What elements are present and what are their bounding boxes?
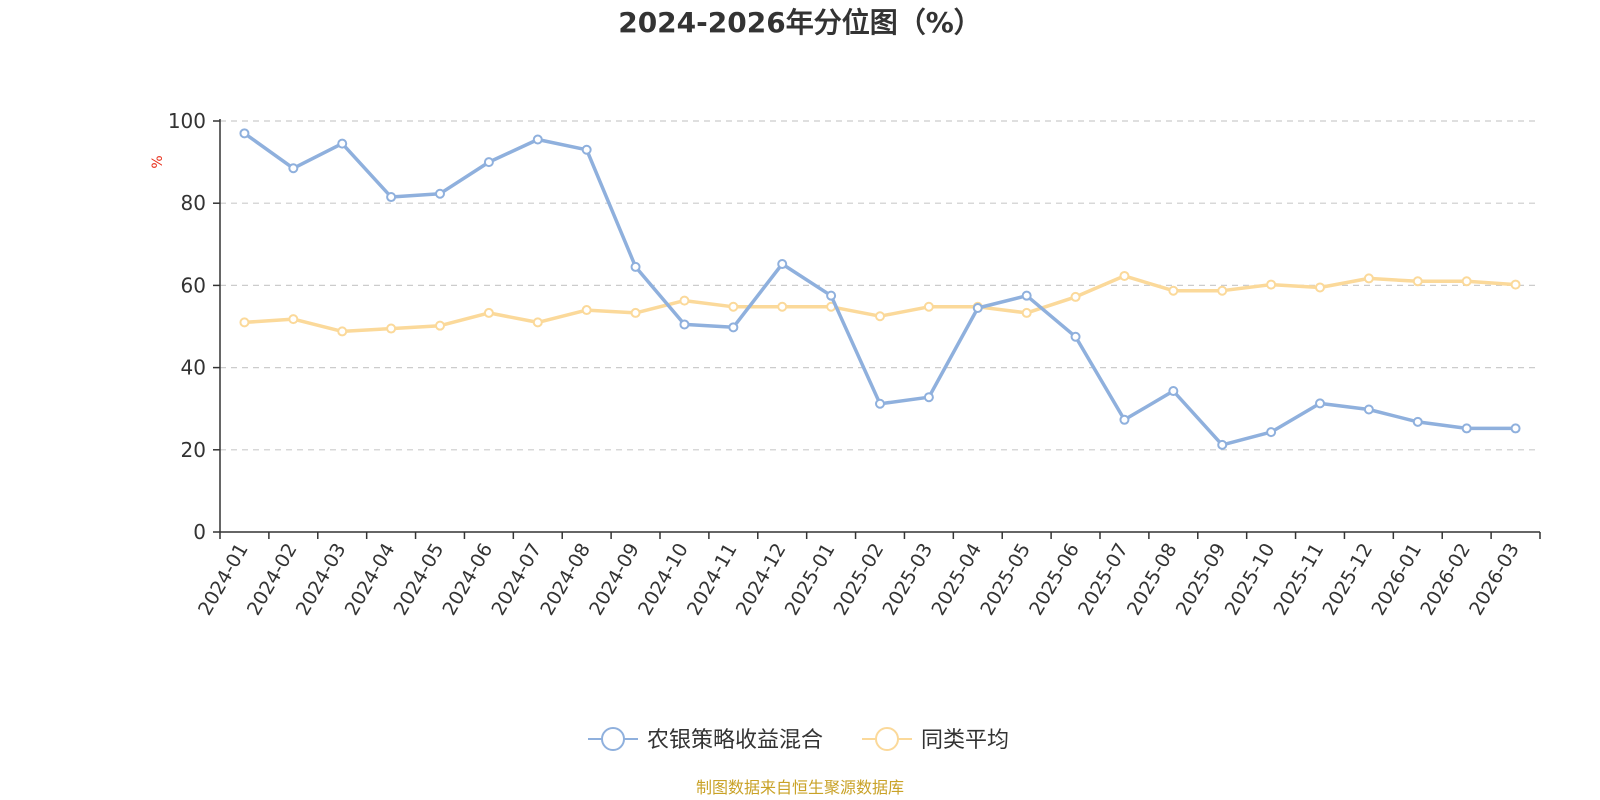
y-tick-label-80: 80 [181,191,206,215]
series-2-point-2025-02 [875,311,885,322]
series-line-2 [242,274,1518,334]
series-1-point-2024-02 [288,163,299,174]
series-1-point-2024-11 [728,322,739,333]
series-1-point-2024-03 [337,138,348,149]
series-1-point-2025-05 [1021,290,1032,301]
data-source-note: 制图数据来自恒生聚源数据库 [696,778,904,797]
series-2-point-2025-12 [1363,273,1374,284]
y-tick-label-20: 20 [181,438,206,462]
series-2-point-2024-05 [435,320,445,331]
series-2-point-2024-08 [581,305,592,316]
legend[interactable]: 农银策略收益混合 同类平均 [588,727,1009,753]
series-1-point-2024-08 [581,144,592,155]
series-2-point-2026-02 [1461,276,1472,287]
legend-label-2: 同类平均 [921,728,1009,753]
series-2-point-2025-09 [1217,285,1228,296]
series-2-point-2025-10 [1266,279,1277,290]
series-1-point-2024-06 [483,157,494,168]
series-2-point-2024-10 [679,295,690,306]
series-1-point-2026-02 [1461,423,1472,434]
y-tick-label-100: 100 [168,109,206,133]
chart-title: 2024-2026年分位图（%） [618,6,982,39]
series-lines [239,128,1521,450]
grid-lines [220,120,1540,451]
series-1-point-2025-01 [826,290,837,301]
series-2-point-2025-05 [1021,307,1032,318]
series-1-point-2026-03 [1510,423,1521,434]
series-2-point-2024-09 [630,307,641,318]
series-1-point-2025-06 [1070,331,1081,342]
series-1-point-2024-04 [386,192,397,203]
series-1-point-2024-01 [239,128,250,139]
series-1-point-2025-04 [972,303,983,314]
series-1-point-2025-11 [1315,398,1325,409]
series-1-point-2024-05 [435,188,445,199]
series-2-point-2024-12 [777,301,788,312]
series-1-point-2024-07 [532,134,543,145]
series-1-point-2024-10 [679,319,690,330]
series-2-point-2025-07 [1119,270,1130,281]
series-1-point-2025-09 [1217,439,1228,450]
series-2-point-2026-01 [1412,276,1423,287]
series-1-point-2025-10 [1266,427,1277,438]
series-2-point-2024-11 [728,301,739,312]
series-1-point-2025-07 [1119,414,1130,425]
legend-marker-icon [875,727,899,751]
y-tick-label-0: 0 [193,520,206,544]
series-1-point-2024-09 [630,261,641,272]
series-2-point-2024-02 [288,314,299,325]
series-2-point-2025-03 [923,301,934,312]
series-2-point-2026-03 [1510,279,1521,290]
series-2-point-2025-06 [1070,291,1081,302]
series-2-point-2024-03 [337,326,348,337]
axes: 0204060801002024-012024-022024-032024-04… [168,109,1541,619]
legend-label-1: 农银策略收益混合 [647,728,823,753]
series-1-point-2025-08 [1168,386,1179,397]
series-line-1 [242,131,1518,447]
legend-marker-icon [601,727,625,751]
series-1-point-2025-12 [1363,404,1374,415]
series-2-point-2024-01 [239,317,250,328]
series-2-point-2024-04 [386,323,397,334]
legend-item-1[interactable]: 农银策略收益混合 [588,727,823,753]
series-2-point-2025-11 [1315,282,1325,293]
legend-item-2[interactable]: 同类平均 [862,727,1009,753]
series-2-point-2024-06 [483,307,494,318]
series-1-point-2026-01 [1412,416,1423,427]
series-2-point-2024-07 [532,317,543,328]
series-1-point-2024-12 [777,259,788,270]
series-1-point-2025-03 [923,392,934,403]
series-1-point-2025-02 [875,398,885,409]
y-tick-label-40: 40 [181,356,206,380]
y-axis-unit-label: % [150,155,166,168]
series-2-point-2025-08 [1168,285,1179,296]
y-tick-label-60: 60 [181,273,206,297]
